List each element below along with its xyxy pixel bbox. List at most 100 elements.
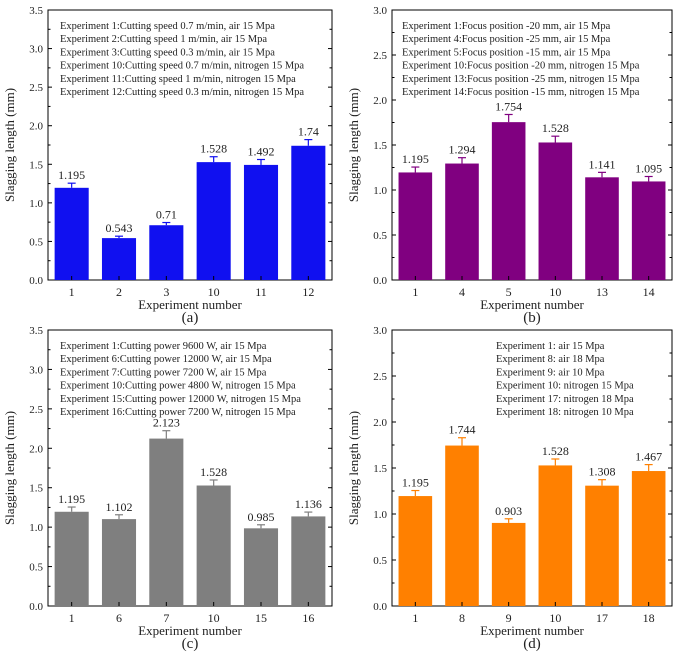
x-tick-label: 4 (459, 285, 465, 299)
x-tick-label: 18 (643, 611, 655, 625)
data-label: 1.195 (402, 152, 429, 166)
x-tick-label: 6 (116, 611, 122, 625)
bar (631, 471, 666, 606)
y-tick-label: 3.0 (373, 325, 387, 337)
annotation-line: Experiment 11:Cutting speed 1 m/min, nit… (60, 74, 296, 85)
bar (491, 122, 526, 280)
y-tick-label: 1.5 (29, 159, 43, 171)
x-axis-label: Experiment number (138, 297, 242, 312)
chart-panel-1: 0.0 0.5 1.0 1.5 2.0 2.5 3.0 3.5 1.195 1 0.543 2 0.71… (2, 5, 333, 326)
y-tick-label: 0.0 (373, 275, 387, 287)
x-tick-label: 11 (255, 285, 267, 299)
x-tick-label: 1 (69, 285, 75, 299)
data-label: 1.528 (200, 465, 227, 479)
x-tick-label: 1 (412, 285, 418, 299)
y-tick-label: 2.0 (373, 417, 387, 429)
data-label: 1.74 (298, 125, 319, 139)
x-tick-label: 10 (549, 611, 561, 625)
y-axis-label: Slagging length (mm) (346, 411, 361, 525)
x-tick-label: 17 (596, 611, 608, 625)
y-axis-label: Slagging length (mm) (2, 88, 17, 202)
x-tick-label: 15 (255, 611, 267, 625)
annotation-line: Experiment 1:Focus position -20 mm, air … (402, 21, 611, 32)
data-label: 1.467 (635, 450, 662, 464)
annotation-line: Experiment 3:Cutting speed 0.3 m/min, ai… (60, 47, 275, 58)
y-tick-label: 2.0 (29, 121, 43, 133)
bar (196, 162, 231, 280)
bar (196, 485, 231, 606)
data-label: 0.71 (156, 208, 177, 222)
bar (398, 172, 433, 280)
y-tick-label: 0.5 (373, 555, 387, 567)
annotation-line: Experiment 1:Cutting power 9600 W, air 1… (60, 341, 267, 352)
y-tick-label: 0.5 (29, 562, 43, 574)
data-label: 1.095 (635, 162, 662, 176)
data-label: 1.136 (295, 497, 322, 511)
x-tick-label: 13 (596, 285, 608, 299)
data-label: 1.294 (449, 143, 476, 157)
y-tick-label: 3.5 (29, 5, 43, 17)
y-axis-label: Slagging length (mm) (2, 411, 17, 525)
chart-panel-2: 0.0 0.5 1.0 1.5 2.0 2.5 3.0 1.195 1 1.294 4 1.754 5 1… (346, 5, 673, 326)
y-tick-label: 3.5 (29, 325, 43, 337)
bar (445, 445, 479, 606)
x-axis-label: Experiment number (480, 623, 584, 638)
data-label: 1.754 (495, 99, 522, 113)
annotation-line: Experiment 1: air 15 Mpa (496, 341, 605, 352)
y-tick-label: 2.0 (373, 95, 387, 107)
panel-label: (a) (182, 310, 199, 326)
bar (243, 528, 279, 606)
bar (54, 511, 89, 606)
annotation-line: Experiment 10:Focus position -20 mm, nit… (402, 61, 640, 72)
y-tick-label: 0.0 (29, 275, 43, 287)
y-tick-label: 1.0 (373, 509, 387, 521)
bar (491, 522, 526, 606)
data-label: 1.528 (542, 121, 569, 135)
annotation-line: Experiment 10:Cutting power 4800 W, nitr… (60, 381, 296, 392)
panel-label: (d) (523, 636, 541, 652)
y-axis-label: Slagging length (mm) (346, 88, 361, 202)
annotation-line: Experiment 10:Cutting speed 0.7 m/min, n… (60, 61, 304, 72)
data-label: 0.903 (495, 504, 522, 518)
y-tick-label: 3.0 (29, 44, 43, 56)
y-tick-label: 1.0 (29, 198, 43, 210)
x-tick-label: 10 (549, 285, 561, 299)
bar (149, 225, 184, 280)
x-tick-label: 1 (69, 611, 75, 625)
annotation-line: Experiment 10: nitrogen 15 Mpa (496, 381, 634, 392)
x-tick-label: 7 (163, 611, 169, 625)
x-tick-label: 2 (116, 285, 122, 299)
y-tick-label: 2.0 (29, 443, 43, 455)
data-label: 1.528 (200, 142, 227, 156)
annotation-line: Experiment 6:Cutting power 12000 W, air … (60, 354, 272, 365)
x-tick-label: 5 (506, 285, 512, 299)
annotation-line: Experiment 7:Cutting power 7200 W, air 1… (60, 367, 267, 378)
bar (445, 163, 479, 280)
bar (101, 238, 137, 280)
annotation-line: Experiment 5:Focus position -15 mm, air … (402, 47, 611, 58)
y-tick-label: 1.0 (29, 522, 43, 534)
bar (54, 187, 89, 280)
bar (538, 465, 573, 606)
bar (631, 181, 666, 280)
x-tick-label: 14 (643, 285, 655, 299)
annotation-line: Experiment 8: air 18 Mpa (496, 354, 605, 365)
y-tick-label: 1.5 (373, 140, 387, 152)
panel-label: (b) (523, 310, 541, 326)
data-label: 1.102 (106, 500, 133, 514)
bar (149, 438, 184, 606)
bar (538, 142, 573, 280)
data-label: 1.744 (449, 423, 476, 437)
y-tick-label: 0.0 (373, 601, 387, 613)
data-label: 1.141 (589, 157, 616, 171)
annotation-line: Experiment 1:Cutting speed 0.7 m/min, ai… (60, 21, 275, 32)
x-tick-label: 8 (459, 611, 465, 625)
y-tick-label: 2.5 (29, 404, 43, 416)
annotation-line: Experiment 17: nitrogen 18 Mpa (496, 394, 634, 405)
data-label: 2.123 (153, 416, 180, 430)
annotation-line: Experiment 4:Focus position -25 mm, air … (402, 34, 611, 45)
y-tick-label: 3.0 (29, 364, 43, 376)
annotation-line: Experiment 13:Focus position -25 mm, nit… (402, 74, 640, 85)
y-tick-label: 0.5 (373, 230, 387, 242)
